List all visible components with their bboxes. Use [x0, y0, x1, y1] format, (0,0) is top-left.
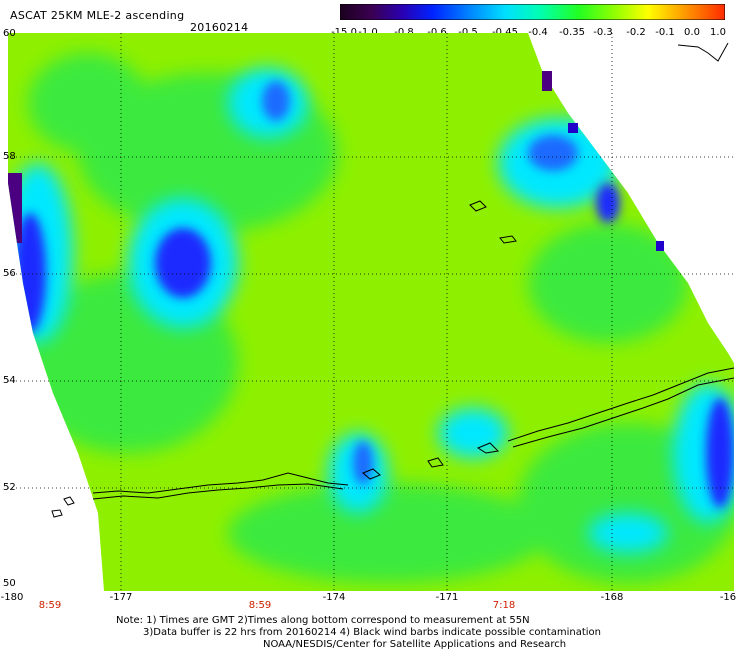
lon-label: -16 — [719, 592, 737, 603]
colorbar-tick: -0.2 — [626, 27, 646, 38]
colorbar-tick: 0.0 — [684, 27, 700, 38]
colorbar-tick: -0.45 — [492, 27, 518, 38]
coastline — [51, 42, 734, 518]
colorbar-tick: -0.8 — [394, 27, 414, 38]
colorbar — [340, 4, 725, 20]
lon-label: -174 — [322, 592, 346, 603]
time-label: 8:59 — [38, 600, 62, 611]
product-title: ASCAT 25KM MLE-2 ascending — [10, 9, 185, 22]
lat-label: 56 — [3, 268, 16, 279]
colorbar-tick: -0.1 — [655, 27, 675, 38]
lat-label: 50 — [3, 578, 16, 589]
colorbar-tick: -0.35 — [559, 27, 585, 38]
time-label: 8:59 — [248, 600, 272, 611]
colorbar-tick: -0.3 — [593, 27, 613, 38]
lat-label: 58 — [3, 151, 16, 162]
note-line-2: 3)Data buffer is 22 hrs from 20160214 4)… — [143, 627, 601, 638]
colorbar-tick: -15.0 — [331, 27, 357, 38]
lat-label: 54 — [3, 375, 16, 386]
lat-label: 52 — [3, 482, 16, 493]
colorbar-tick: -0.4 — [528, 27, 548, 38]
colorbar-tick: -0.5 — [458, 27, 478, 38]
wind-field-map — [8, 33, 734, 591]
note-line-3: NOAA/NESDIS/Center for Satellite Applica… — [263, 639, 567, 650]
colorbar-tick: -1.0 — [358, 27, 378, 38]
colorbar-tick: -0.6 — [427, 27, 447, 38]
lat-label: 60 — [3, 28, 16, 39]
graticule — [8, 33, 734, 591]
lon-label: -168 — [600, 592, 624, 603]
lon-label: -177 — [109, 592, 133, 603]
wind-field-swath — [8, 33, 734, 591]
lon-label: -171 — [435, 592, 459, 603]
lon-label: -180 — [0, 592, 24, 603]
product-date: 20160214 — [190, 21, 249, 34]
time-label: 7:18 — [492, 600, 516, 611]
colorbar-tick: 1.0 — [710, 27, 726, 38]
min-patch — [8, 173, 22, 243]
note-line-1: Note: 1) Times are GMT 2)Times along bot… — [116, 615, 530, 626]
